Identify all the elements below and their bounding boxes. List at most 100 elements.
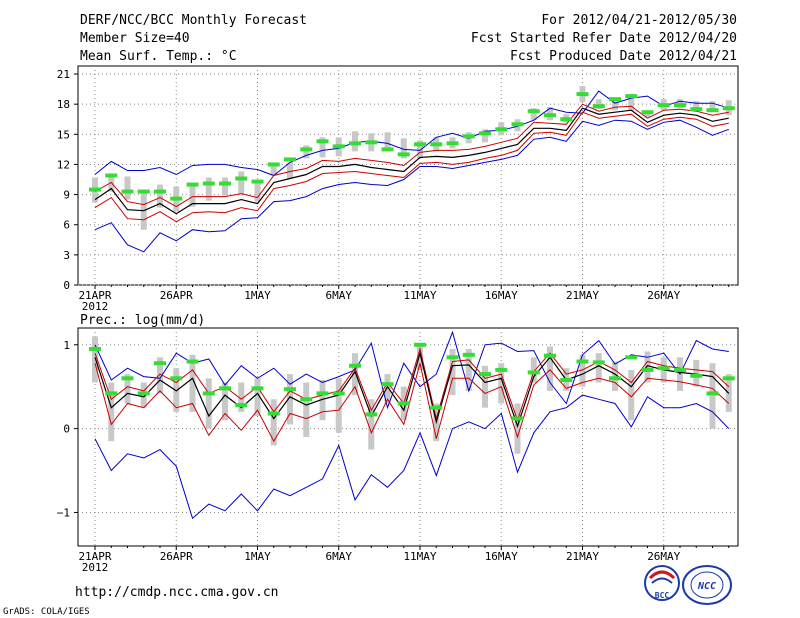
x-tick-label: 11MAY [403, 289, 436, 302]
series-line-mean [94, 350, 730, 428]
observed-marker [641, 110, 654, 115]
spread-box [709, 363, 716, 429]
spread-box [400, 138, 407, 159]
observed-marker [544, 113, 556, 118]
bcc-logo: BCC [644, 565, 680, 601]
x-tick-label: 6MAY [326, 289, 353, 302]
observed-marker [657, 103, 670, 108]
spread-box [140, 189, 147, 230]
y-tick-label: 9 [63, 189, 70, 202]
observed-marker [219, 386, 231, 391]
spread-box [124, 374, 131, 404]
observed-marker [381, 147, 394, 152]
precip-variable-label: Prec.: log(mm/d) [80, 313, 205, 328]
spread-box [579, 354, 586, 387]
forecast-started-date: Fcst Started Refer Date 2012/04/20 [471, 31, 737, 46]
observed-marker [414, 342, 426, 347]
spread-box [319, 137, 326, 158]
observed-marker [381, 382, 394, 387]
observed-marker [154, 189, 166, 194]
spread-box [270, 164, 277, 176]
series-line-min [94, 394, 730, 520]
observed-marker [657, 366, 670, 371]
spread-box [157, 184, 163, 208]
spread-box [254, 181, 261, 202]
observed-marker [560, 377, 573, 382]
series-line-min [94, 119, 729, 253]
observed-marker [722, 376, 735, 381]
observed-marker [495, 367, 508, 372]
spread-box [417, 344, 423, 370]
observed-marker [89, 346, 101, 351]
spread-box [417, 140, 423, 159]
observed-marker [414, 142, 426, 147]
observed-marker [154, 361, 166, 366]
observed-marker [560, 117, 573, 122]
y-tick-label: 21 [57, 68, 70, 81]
observed-marker [495, 127, 508, 132]
observed-marker [332, 391, 345, 396]
observed-marker [592, 104, 605, 109]
spread-box [124, 176, 131, 200]
x-tick-label: 16MAY [485, 550, 518, 563]
x-tick-label: 11MAY [403, 550, 436, 563]
observed-marker [527, 370, 540, 375]
observed-marker [592, 360, 605, 365]
x-tick-label: 1MAY [244, 289, 271, 302]
observed-marker [89, 187, 101, 192]
x-tick-label: 26APR [160, 289, 193, 302]
y-tick-label: 12 [57, 158, 70, 171]
observed-marker [706, 391, 719, 396]
observed-marker [284, 387, 296, 392]
spread-box [595, 353, 602, 383]
observed-marker [105, 173, 118, 178]
temperature-panel: 0 3 6 9 12 15 18 21 21APR 26APR 1MAY 6MAY 11MAY 16MAY… [57, 65, 739, 313]
spread-box [612, 100, 618, 111]
observed-marker [690, 373, 703, 378]
x-tick-label: 6MAY [326, 550, 353, 563]
spread-box [205, 378, 212, 429]
spread-box [384, 132, 391, 149]
observed-marker [349, 141, 361, 146]
observed-marker [365, 140, 378, 145]
series-line-p75 [94, 103, 729, 208]
observed-marker [430, 142, 443, 147]
spread-box [693, 359, 700, 387]
spread-box [628, 94, 635, 112]
observed-marker [202, 181, 215, 186]
x-tick-label: 21APR [78, 289, 111, 302]
spread-box [108, 382, 115, 442]
bcc-logo-text: BCC [655, 591, 670, 600]
observed-marker [300, 397, 313, 402]
observed-marker [267, 411, 280, 416]
observed-marker [235, 176, 248, 181]
spread-box [205, 177, 212, 201]
spread-box [482, 365, 488, 408]
spread-box [270, 399, 277, 446]
spread-box [693, 101, 700, 111]
spread-box [173, 368, 180, 412]
observed-marker [105, 391, 118, 396]
observed-marker [625, 355, 638, 360]
y-tick-label: 15 [57, 128, 70, 141]
spread-box [319, 379, 326, 421]
forecast-period: For 2012/04/21-2012/05/30 [541, 13, 737, 28]
spread-box [238, 382, 245, 412]
y-tick-label: −1 [57, 506, 70, 519]
observed-marker [462, 352, 475, 357]
spread-box [368, 399, 375, 450]
spread-box [644, 351, 651, 383]
observed-marker [576, 359, 589, 364]
forecast-produced-date: Fcst Produced Date 2012/04/21 [510, 49, 737, 64]
observed-marker [121, 189, 134, 194]
observed-marker [462, 134, 475, 139]
observed-marker [267, 162, 280, 167]
plot-frame [77, 327, 739, 547]
x-tick-label: 21MAY [566, 550, 599, 563]
observed-marker [137, 391, 150, 396]
y-tick-label: 3 [63, 249, 70, 262]
grads-credit: GrADS: COLA/IGES [3, 607, 90, 617]
member-size-label: Member Size=40 [80, 31, 190, 46]
observed-marker [137, 189, 150, 194]
